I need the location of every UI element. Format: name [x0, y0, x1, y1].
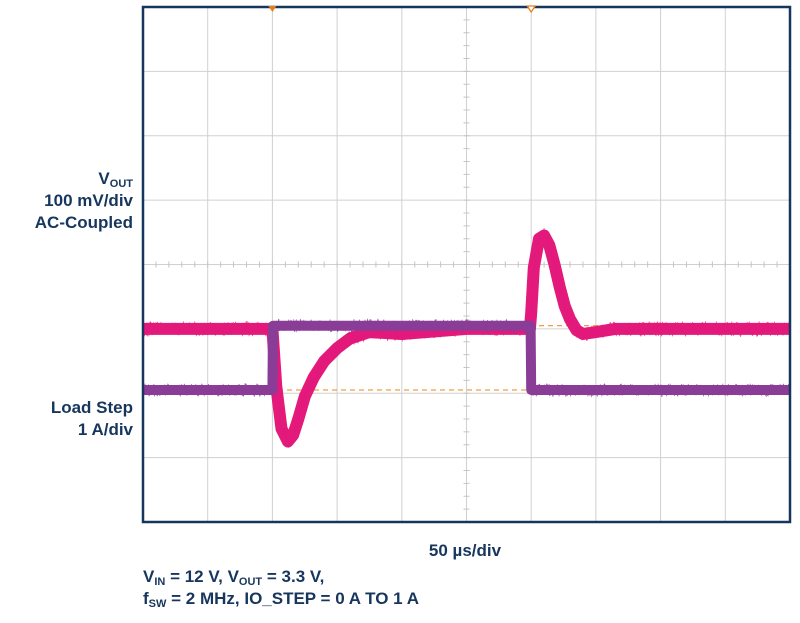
test-conditions-line-2: fSW = 2 MHz, IO_STEP = 0 A TO 1 A [143, 588, 419, 610]
trace-noise [142, 318, 791, 398]
vout-channel-label: VOUT 100 mV/div AC-Coupled [0, 168, 133, 234]
annotation-text: = 2 MHz, IO_STEP = 0 A TO 1 A [166, 589, 419, 608]
test-conditions: VIN = 12 V, VOUT = 3.3 V, fSW = 2 MHz, I… [143, 566, 419, 610]
x-axis-label: 50 µs/div [428, 541, 502, 560]
annotation-text: f [143, 589, 149, 608]
load-step-name: Load Step [50, 398, 133, 417]
subscript: IN [154, 576, 166, 588]
plot-frame [141, 5, 792, 524]
trigger-marker [525, 5, 537, 14]
vout-coupling: AC-Coupled [34, 213, 133, 232]
annotation-text: = 12 V, V [165, 567, 239, 586]
test-conditions-line-1: VIN = 12 V, VOUT = 3.3 V, [143, 566, 419, 588]
annotation-text: V [143, 567, 155, 586]
trigger-marker [268, 6, 277, 12]
grid [142, 6, 791, 523]
load-step-channel-label: Load Step 1 A/div [0, 397, 133, 441]
annotation-text: = 3.3 V, [262, 567, 325, 586]
vout-scale: 100 mV/div [44, 191, 133, 210]
subscript: SW [148, 598, 167, 610]
traces [142, 228, 791, 448]
load-step-trace [142, 318, 791, 398]
subscript: OUT [238, 576, 263, 588]
load-step-scale: 1 A/div [77, 420, 133, 439]
trigger-markers [268, 5, 537, 14]
vout-name: VOUT [98, 169, 133, 190]
